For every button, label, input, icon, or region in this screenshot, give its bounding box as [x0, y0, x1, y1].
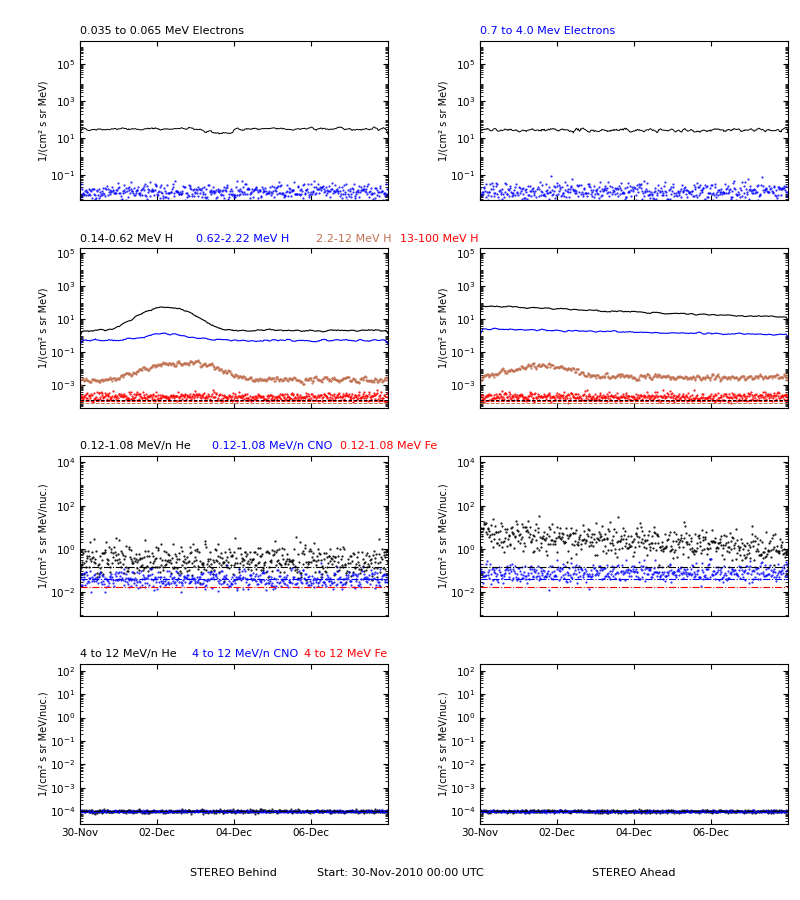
Text: 13-100 MeV H: 13-100 MeV H [400, 234, 478, 244]
Text: Start: 30-Nov-2010 00:00 UTC: Start: 30-Nov-2010 00:00 UTC [317, 868, 483, 878]
Text: STEREO Ahead: STEREO Ahead [592, 868, 676, 878]
Y-axis label: 1/(cm² s sr MeV): 1/(cm² s sr MeV) [438, 288, 449, 368]
Text: 0.62-2.22 MeV H: 0.62-2.22 MeV H [196, 234, 290, 244]
Text: 0.14-0.62 MeV H: 0.14-0.62 MeV H [80, 234, 173, 244]
Text: 4 to 12 MeV Fe: 4 to 12 MeV Fe [304, 649, 387, 659]
Y-axis label: 1/(cm² s sr MeV/nuc.): 1/(cm² s sr MeV/nuc.) [38, 691, 48, 796]
Text: 0.7 to 4.0 Mev Electrons: 0.7 to 4.0 Mev Electrons [480, 26, 615, 36]
Text: 4 to 12 MeV/n CNO: 4 to 12 MeV/n CNO [192, 649, 298, 659]
Text: 4 to 12 MeV/n He: 4 to 12 MeV/n He [80, 649, 177, 659]
Y-axis label: 1/(cm² s sr MeV): 1/(cm² s sr MeV) [438, 80, 449, 160]
Text: 0.12-1.08 MeV/n CNO: 0.12-1.08 MeV/n CNO [212, 442, 332, 452]
Y-axis label: 1/(cm² s sr MeV): 1/(cm² s sr MeV) [38, 80, 48, 160]
Text: 0.12-1.08 MeV/n He: 0.12-1.08 MeV/n He [80, 442, 190, 452]
Text: 0.12-1.08 MeV Fe: 0.12-1.08 MeV Fe [340, 442, 438, 452]
Y-axis label: 1/(cm² s sr MeV/nuc.): 1/(cm² s sr MeV/nuc.) [438, 483, 449, 589]
Y-axis label: 1/(cm² s sr MeV/nuc.): 1/(cm² s sr MeV/nuc.) [38, 483, 49, 589]
Text: 2.2-12 MeV H: 2.2-12 MeV H [316, 234, 391, 244]
Y-axis label: 1/(cm² s sr MeV): 1/(cm² s sr MeV) [38, 288, 48, 368]
Text: STEREO Behind: STEREO Behind [190, 868, 278, 878]
Text: 0.035 to 0.065 MeV Electrons: 0.035 to 0.065 MeV Electrons [80, 26, 244, 36]
Y-axis label: 1/(cm² s sr MeV/nuc.): 1/(cm² s sr MeV/nuc.) [438, 691, 448, 796]
